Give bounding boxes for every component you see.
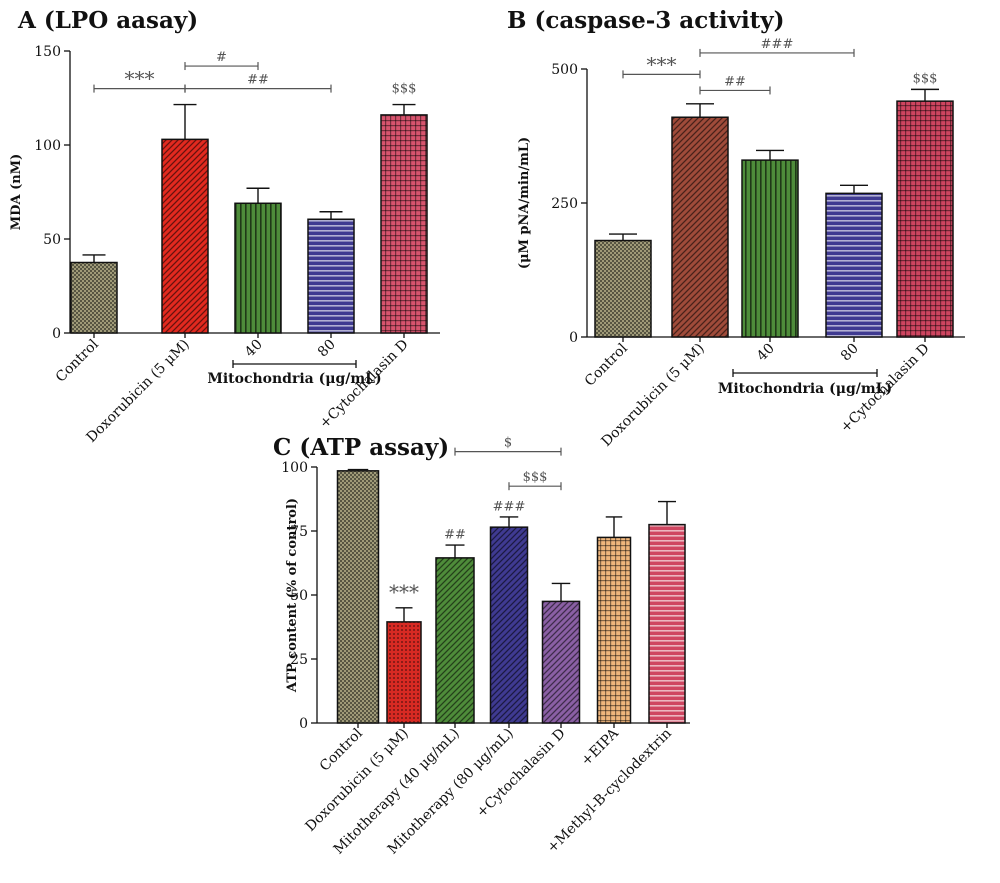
y-tick-label: 100 bbox=[281, 460, 308, 476]
significance-label: ### bbox=[761, 37, 794, 52]
significance-label: $$$ bbox=[523, 470, 548, 485]
y-tick-label: 50 bbox=[43, 232, 61, 248]
chart-title: B (caspase-3 activity) bbox=[507, 7, 785, 34]
bar-texture bbox=[649, 524, 685, 723]
bar-group bbox=[741, 149, 799, 338]
bar-group bbox=[594, 233, 652, 338]
y-tick-label: 0 bbox=[299, 716, 308, 732]
bar-group bbox=[825, 184, 883, 338]
significance-label: *** bbox=[647, 52, 677, 76]
bar-group bbox=[307, 211, 355, 334]
bar-texture bbox=[235, 203, 281, 333]
bar-group bbox=[234, 187, 282, 334]
x-tick-label: +Cytochalasin D bbox=[474, 726, 569, 821]
y-tick-label: 100 bbox=[34, 138, 61, 154]
bar-group bbox=[386, 607, 422, 724]
y-tick-label: 75 bbox=[290, 524, 308, 540]
bar-texture bbox=[597, 537, 631, 723]
x-tick-label: 80 bbox=[315, 337, 339, 361]
bar-group bbox=[896, 88, 954, 338]
x-tick-label: 40 bbox=[242, 337, 266, 361]
bar-texture bbox=[71, 262, 117, 333]
bar-texture bbox=[490, 527, 528, 723]
x-tick-label: 40 bbox=[754, 341, 778, 365]
significance-label: # bbox=[216, 50, 227, 65]
significance-label: $ bbox=[504, 436, 512, 451]
bar-texture bbox=[308, 219, 354, 333]
significance-label: ## bbox=[724, 74, 746, 89]
bar-texture bbox=[595, 240, 651, 337]
bar-texture bbox=[436, 557, 474, 723]
y-tick-label: 250 bbox=[551, 196, 578, 212]
significance-label: *** bbox=[125, 67, 155, 91]
y-tick-label: 25 bbox=[290, 652, 308, 668]
bar-texture bbox=[387, 621, 421, 723]
bar-texture bbox=[897, 101, 953, 337]
bar-group bbox=[671, 103, 729, 338]
x-tick-label: Control bbox=[582, 340, 631, 389]
significance-label: ## bbox=[247, 73, 269, 88]
bar-group bbox=[435, 544, 475, 724]
x-tick-label: Doxorubicin (5 μM) bbox=[83, 337, 192, 446]
bar-group bbox=[161, 103, 209, 334]
x-tick-label: 80 bbox=[838, 341, 862, 365]
y-tick-label: 150 bbox=[34, 44, 61, 60]
y-tick-label: 50 bbox=[290, 588, 308, 604]
significance-label: ### bbox=[493, 500, 526, 515]
bar-texture bbox=[162, 139, 208, 333]
bar-group bbox=[596, 516, 632, 724]
bar-group bbox=[648, 500, 686, 724]
y-axis-label: (μM pNA/min/mL) bbox=[517, 137, 532, 269]
bar-texture bbox=[381, 114, 427, 333]
bar-texture bbox=[742, 160, 798, 337]
panel-b-caspase-chart: B (caspase-3 activity) (μM pNA/min/mL) 0 25… bbox=[507, 7, 965, 450]
bar-texture bbox=[337, 470, 379, 723]
y-tick-label: 500 bbox=[551, 62, 578, 78]
bar-group bbox=[541, 582, 581, 724]
significance-label: $$$ bbox=[392, 81, 417, 96]
bar-group bbox=[380, 103, 428, 334]
bar-group bbox=[70, 254, 118, 334]
bar-group bbox=[489, 516, 529, 724]
group-label: Mitochondria (μg/mL) bbox=[207, 371, 381, 387]
bar-texture bbox=[672, 117, 728, 338]
chart-title: C (ATP assay) bbox=[273, 434, 449, 461]
panel-a-lpo-chart: A (LPO aasay) MDA (nM) 0 50 100 150 ControlDox… bbox=[9, 7, 440, 446]
x-tick-label: +EIPA bbox=[578, 725, 622, 769]
group-label: Mitochondria (μg/mL) bbox=[718, 381, 892, 397]
bar-texture bbox=[542, 601, 580, 723]
bar-texture bbox=[826, 193, 882, 337]
chart-title: A (LPO aasay) bbox=[17, 7, 198, 34]
panel-c-atp-chart: C (ATP assay) ATP content (% of control) 0… bbox=[273, 434, 690, 858]
y-axis-label: ATP content (% of control) bbox=[285, 498, 300, 693]
significance-label: $$$ bbox=[913, 71, 938, 86]
significance-label: *** bbox=[389, 580, 419, 604]
y-tick-label: 0 bbox=[52, 326, 61, 342]
bar-group bbox=[336, 468, 380, 724]
x-tick-label: Control bbox=[53, 336, 102, 385]
y-tick-label: 0 bbox=[569, 330, 578, 346]
significance-label: ## bbox=[444, 528, 466, 543]
y-axis-label: MDA (nM) bbox=[9, 154, 24, 230]
